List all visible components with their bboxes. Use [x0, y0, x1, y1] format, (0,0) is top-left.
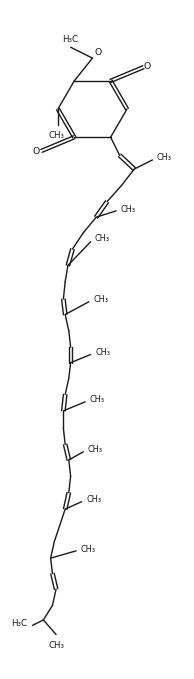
Text: H₃C: H₃C [11, 619, 27, 629]
Text: O: O [33, 147, 40, 156]
Text: CH₃: CH₃ [86, 495, 101, 504]
Text: CH₃: CH₃ [90, 395, 105, 405]
Text: CH₃: CH₃ [48, 641, 64, 650]
Text: CH₃: CH₃ [93, 295, 108, 304]
Text: CH₃: CH₃ [88, 445, 103, 454]
Text: CH₃: CH₃ [48, 131, 64, 140]
Text: CH₃: CH₃ [157, 153, 172, 162]
Text: CH₃: CH₃ [121, 205, 136, 214]
Text: CH₃: CH₃ [95, 348, 110, 357]
Text: O: O [94, 48, 102, 57]
Text: H₃C: H₃C [62, 35, 78, 43]
Text: CH₃: CH₃ [94, 234, 109, 242]
Text: O: O [144, 62, 151, 71]
Text: CH₃: CH₃ [81, 545, 96, 554]
